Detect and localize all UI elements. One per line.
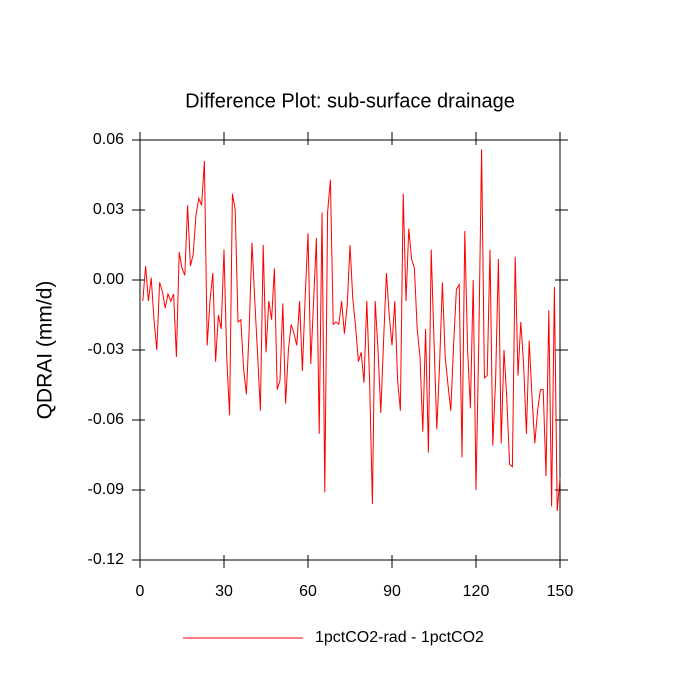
legend-label: 1pctCO2-rad - 1pctCO2 xyxy=(315,629,484,646)
x-tick-label: 30 xyxy=(215,583,233,600)
y-tick-label: 0.03 xyxy=(93,201,124,218)
x-tick-label: 120 xyxy=(463,583,490,600)
data-line xyxy=(142,149,561,512)
x-tick-label: 60 xyxy=(299,583,317,600)
chart-title: Difference Plot: sub-surface drainage xyxy=(185,90,515,112)
y-tick-label: 0.00 xyxy=(93,271,124,288)
plot-frame xyxy=(139,139,561,561)
y-tick-label: -0.12 xyxy=(88,551,125,568)
x-tick-label: 90 xyxy=(383,583,401,600)
x-tick-label: 150 xyxy=(547,583,574,600)
y-tick-label: -0.06 xyxy=(88,411,125,428)
x-tick-label: 0 xyxy=(136,583,145,600)
y-axis-label: QDRAI (mm/d) xyxy=(34,281,57,420)
y-tick-label: -0.09 xyxy=(88,481,125,498)
y-tick-label: -0.03 xyxy=(88,341,125,358)
y-tick-label: 0.06 xyxy=(93,131,124,148)
